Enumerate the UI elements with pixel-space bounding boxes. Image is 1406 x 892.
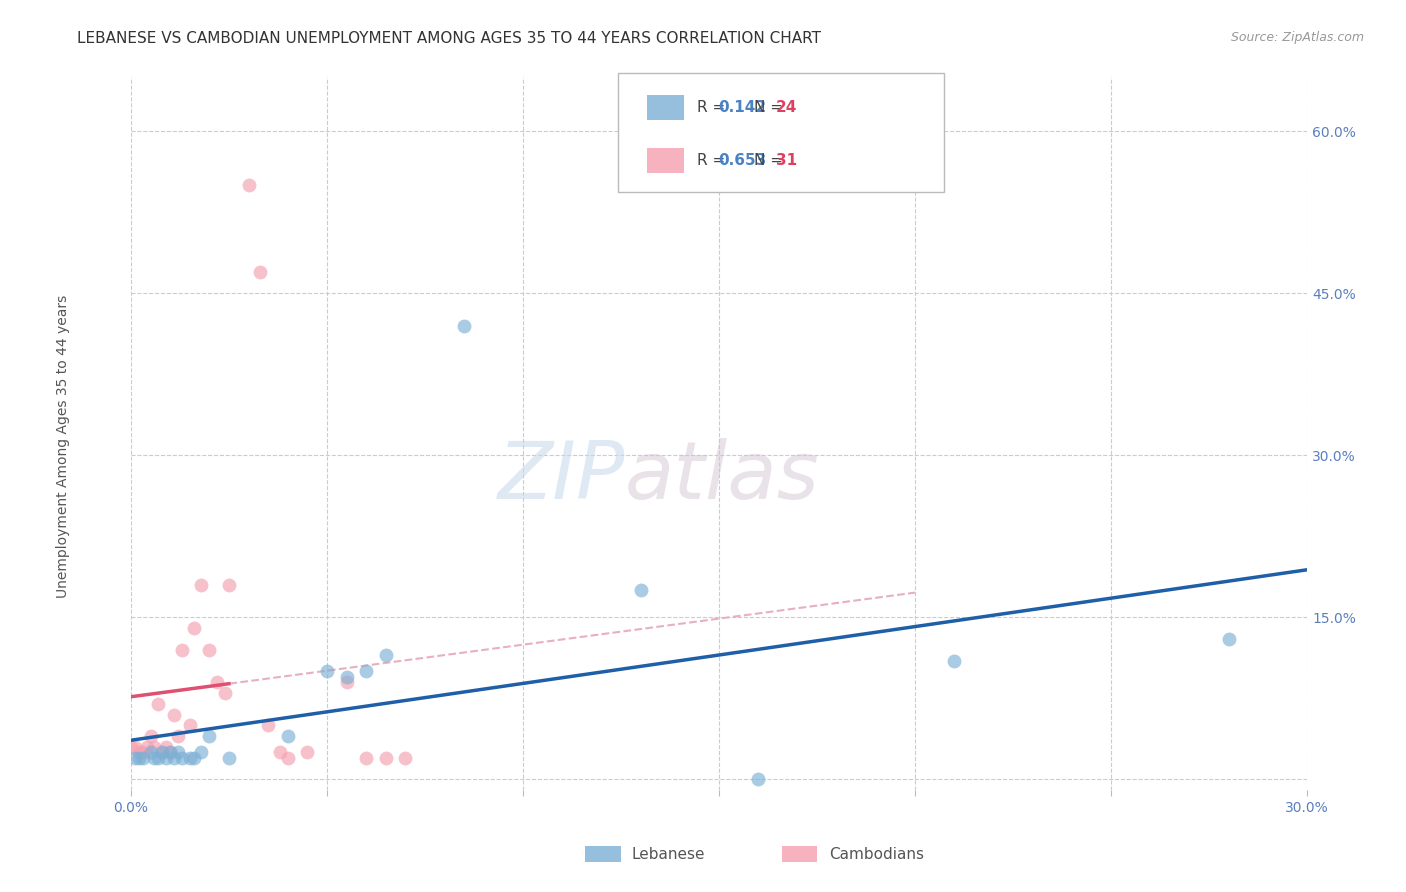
Text: 24: 24: [776, 100, 797, 115]
Text: atlas: atlas: [624, 438, 820, 516]
Point: [277, 750, 299, 764]
Point: [943, 654, 966, 668]
Point: [170, 750, 193, 764]
Point: [167, 745, 190, 759]
Point: [297, 745, 319, 759]
Point: [139, 745, 162, 759]
Text: R =: R =: [696, 100, 730, 115]
Point: [148, 750, 170, 764]
Point: [198, 642, 221, 657]
Point: [155, 750, 177, 764]
Point: [277, 729, 299, 743]
Point: [150, 745, 173, 759]
Text: LEBANESE VS CAMBODIAN UNEMPLOYMENT AMONG AGES 35 TO 44 YEARS CORRELATION CHART: LEBANESE VS CAMBODIAN UNEMPLOYMENT AMONG…: [77, 31, 821, 46]
Text: Source: ZipAtlas.com: Source: ZipAtlas.com: [1230, 31, 1364, 45]
Point: [257, 718, 280, 732]
Point: [179, 718, 201, 732]
Point: [269, 745, 291, 759]
Point: [1218, 632, 1240, 646]
Point: [167, 729, 190, 743]
Point: [354, 750, 377, 764]
Point: [214, 686, 236, 700]
Point: [218, 750, 240, 764]
Text: N =: N =: [754, 100, 789, 115]
Point: [170, 642, 193, 657]
Point: [150, 745, 173, 759]
Text: N =: N =: [754, 153, 789, 168]
Point: [139, 729, 162, 743]
Point: [124, 750, 146, 764]
Point: [120, 739, 142, 754]
Point: [747, 772, 769, 787]
Point: [131, 750, 153, 764]
Point: [131, 745, 153, 759]
Point: [128, 745, 150, 759]
Text: R =: R =: [696, 153, 730, 168]
Point: [163, 750, 186, 764]
Point: [135, 739, 157, 754]
Point: [335, 670, 357, 684]
Point: [124, 739, 146, 754]
Point: [190, 745, 212, 759]
Point: [205, 675, 228, 690]
Text: Unemployment Among Ages 35 to 44 years: Unemployment Among Ages 35 to 44 years: [56, 294, 70, 598]
Point: [453, 318, 475, 333]
Point: [179, 750, 201, 764]
Point: [143, 750, 166, 764]
Point: [163, 707, 186, 722]
Point: [155, 739, 177, 754]
Point: [374, 750, 396, 764]
Point: [335, 675, 357, 690]
Point: [316, 665, 339, 679]
Point: [128, 750, 150, 764]
Point: [148, 697, 170, 711]
Text: 0.653: 0.653: [718, 153, 766, 168]
Point: [183, 750, 205, 764]
Point: [394, 750, 416, 764]
Text: Cambodians: Cambodians: [828, 847, 924, 862]
Point: [190, 578, 212, 592]
Point: [630, 583, 652, 598]
Point: [143, 739, 166, 754]
Point: [159, 745, 181, 759]
Point: [198, 729, 221, 743]
Point: [218, 578, 240, 592]
Point: [374, 648, 396, 662]
Text: ZIP: ZIP: [498, 438, 624, 516]
Text: Lebanese: Lebanese: [631, 847, 706, 862]
Text: 0.142: 0.142: [718, 100, 766, 115]
Point: [183, 621, 205, 635]
Point: [159, 745, 181, 759]
Point: [238, 178, 260, 193]
Point: [354, 665, 377, 679]
Point: [249, 265, 271, 279]
Text: 31: 31: [776, 153, 797, 168]
